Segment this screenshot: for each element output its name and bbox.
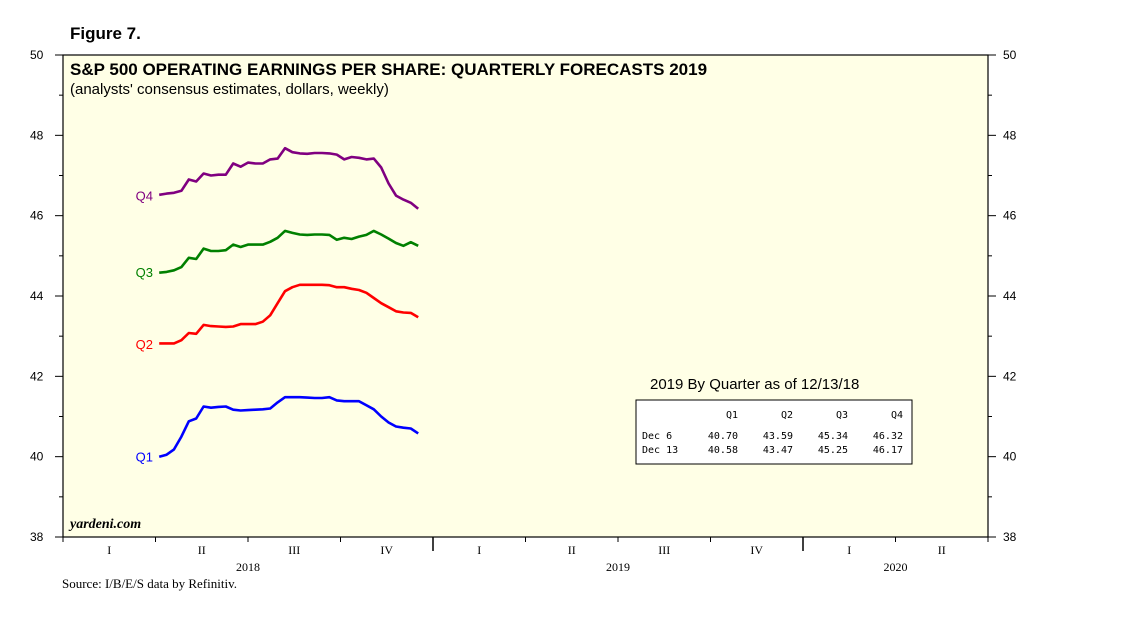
- series-label-q3: Q3: [136, 265, 153, 280]
- figure-label: Figure 7.: [70, 24, 141, 43]
- table-title: 2019 By Quarter as of 12/13/18: [650, 376, 859, 393]
- table-cell: 40.70: [708, 431, 738, 442]
- y-tick-label-right: 48: [1003, 128, 1017, 142]
- series-line-q3: [159, 229, 419, 274]
- table-cell: 46.32: [873, 431, 903, 442]
- quarter-label: I: [477, 543, 481, 557]
- y-axis-right: 38 40 42 44 46 48 50: [988, 48, 1017, 544]
- y-tick-label-left: 38: [30, 530, 44, 544]
- table-cell: 43.47: [763, 445, 793, 456]
- y-tick-label-left: 42: [30, 369, 44, 383]
- table-col-header: Q4: [891, 410, 903, 421]
- table-cell: 43.59: [763, 431, 793, 442]
- y-tick-label-right: 38: [1003, 530, 1017, 544]
- y-tick-label-right: 44: [1003, 289, 1017, 303]
- year-label: 2019: [606, 560, 630, 574]
- quarter-label: I: [107, 543, 111, 557]
- table-row-date: Dec 6: [642, 431, 672, 442]
- series-lines: [158, 146, 420, 458]
- plot-area: [62, 54, 989, 538]
- chart-subtitle: (analysts' consensus estimates, dollars,…: [70, 81, 389, 98]
- series-line-q4: [158, 146, 420, 210]
- table-cell: 45.34: [818, 431, 848, 442]
- chart-title: S&P 500 OPERATING EARNINGS PER SHARE: QU…: [70, 60, 707, 79]
- quarter-label: IV: [750, 543, 763, 557]
- y-tick-label-left: 48: [30, 128, 44, 142]
- table-cell: 40.58: [708, 445, 738, 456]
- year-label: 2020: [884, 560, 908, 574]
- table-row-date: Dec 13: [642, 445, 678, 456]
- quarter-label: IV: [380, 543, 393, 557]
- quarter-label: III: [288, 543, 300, 557]
- values-table-box: [635, 399, 913, 465]
- y-tick-label-right: 46: [1003, 209, 1017, 223]
- quarter-label: I: [847, 543, 851, 557]
- y-axis-left: 38 40 42 44 46 48 50: [30, 48, 63, 544]
- series-line-q2: [159, 283, 419, 345]
- series-label-q1: Q1: [136, 450, 153, 465]
- table-col-header: Q1: [726, 410, 738, 421]
- quarter-label: II: [568, 543, 576, 557]
- table-cell: 45.25: [818, 445, 848, 456]
- quarter-label: III: [658, 543, 670, 557]
- series-label-q4: Q4: [136, 189, 153, 204]
- table-col-header: Q3: [836, 410, 848, 421]
- source-note: Source: I/B/E/S data by Refinitiv.: [62, 576, 237, 591]
- series-line-q1: [158, 395, 419, 458]
- year-label: 2018: [236, 560, 260, 574]
- table-cell: 46.17: [873, 445, 903, 456]
- y-tick-label-left: 44: [30, 289, 44, 303]
- values-table: Q1 Q2 Q3 Q4 Dec 6 40.70 43.59 45.34 46.32 Dec 13 4…: [642, 410, 903, 456]
- series-label-q2: Q2: [136, 337, 153, 352]
- y-tick-label-right: 50: [1003, 48, 1017, 62]
- y-tick-label-left: 40: [30, 450, 44, 464]
- table-col-header: Q2: [781, 410, 793, 421]
- brand-label: yardeni.com: [68, 517, 141, 532]
- y-tick-label-right: 40: [1003, 450, 1017, 464]
- quarter-label: II: [938, 543, 946, 557]
- y-tick-label-left: 46: [30, 209, 44, 223]
- y-tick-label-right: 42: [1003, 369, 1017, 383]
- y-tick-label-left: 50: [30, 48, 44, 62]
- quarter-label: II: [198, 543, 206, 557]
- series-labels: Q4 Q3 Q2 Q1: [136, 189, 153, 465]
